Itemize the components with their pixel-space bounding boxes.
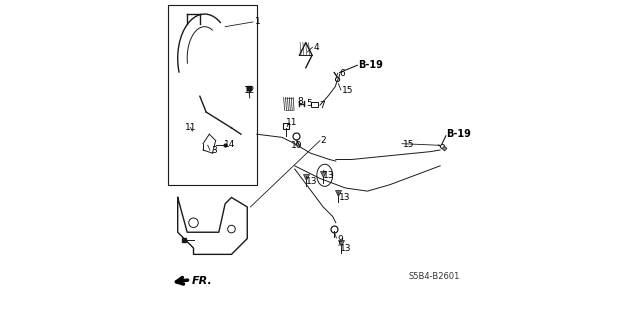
Text: 14: 14: [224, 140, 236, 150]
Text: B-19: B-19: [358, 60, 383, 70]
Text: 6: 6: [339, 69, 345, 78]
Bar: [310, 102, 319, 107]
Text: 4: 4: [314, 43, 319, 52]
Text: S5B4-B2601: S5B4-B2601: [408, 272, 460, 281]
Text: 9: 9: [338, 235, 344, 244]
Text: 13: 13: [307, 176, 318, 186]
Text: 1: 1: [255, 18, 260, 26]
Text: 13: 13: [339, 193, 350, 202]
Text: 15: 15: [342, 86, 354, 95]
Text: 11: 11: [286, 118, 298, 127]
Text: 13: 13: [323, 171, 334, 180]
Text: 3: 3: [212, 145, 218, 154]
Text: 12: 12: [244, 86, 256, 95]
Text: 11: 11: [186, 123, 196, 132]
Text: 13: 13: [340, 243, 351, 253]
Text: 7: 7: [319, 101, 325, 110]
Text: 15: 15: [403, 140, 414, 149]
Text: FR.: FR.: [192, 276, 212, 286]
Text: 2: 2: [321, 136, 326, 145]
Text: 5: 5: [306, 99, 312, 108]
Text: B-19: B-19: [447, 129, 472, 139]
Text: 10: 10: [291, 141, 303, 150]
Text: 8: 8: [298, 97, 303, 107]
Bar: [168, 4, 257, 185]
